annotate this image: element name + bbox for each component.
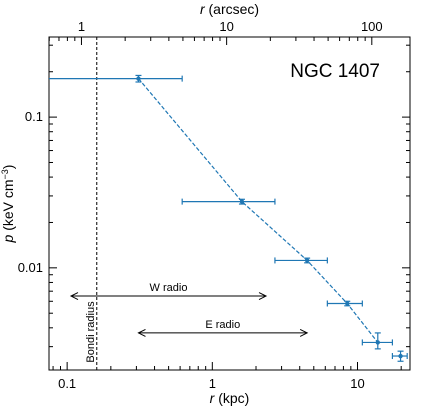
data-point — [136, 76, 141, 81]
e-radio-arrow-arrowhead-left — [137, 328, 146, 337]
data-point — [345, 301, 350, 306]
top-x-axis-title: r (arcsec) — [200, 1, 259, 17]
data-point — [375, 340, 380, 345]
object-label: NGC 1407 — [290, 61, 380, 82]
top-tick-label: 100 — [361, 19, 383, 34]
w-radio-arrow-arrowhead-left — [69, 292, 79, 300]
data-point — [304, 258, 310, 263]
x-tick-label: 1 — [209, 376, 216, 391]
top-tick-label: 1 — [78, 19, 85, 34]
w-radio-label: W radio — [150, 282, 188, 294]
plot-frame — [48, 36, 411, 371]
data-point — [398, 353, 403, 359]
annotations: Bondi radius W radio E radio — [69, 37, 309, 370]
data-marks — [49, 74, 408, 362]
y-tick-label: 0.01 — [18, 260, 43, 275]
bondi-radius-label: Bondi radius — [85, 301, 97, 363]
y-tick-label: 0.1 — [25, 109, 43, 124]
top-tick-label: 10 — [219, 19, 233, 34]
x-tick-label: 0.1 — [58, 376, 76, 391]
x-tick-label: 10 — [350, 376, 364, 391]
series-dashed-line — [138, 78, 379, 343]
axis-ticks: 0.1 1 10 1 10 100 0.01 0.1 — [18, 19, 410, 391]
w-radio-arrow-arrowhead-right — [258, 292, 268, 300]
e-radio-arrow-arrowhead-right — [299, 328, 309, 337]
y-axis-title: p (keV cm−3) — [0, 165, 16, 244]
e-radio-label: E radio — [205, 319, 240, 331]
x-axis-title: r (kpc) — [210, 390, 250, 406]
data-point — [239, 199, 245, 204]
